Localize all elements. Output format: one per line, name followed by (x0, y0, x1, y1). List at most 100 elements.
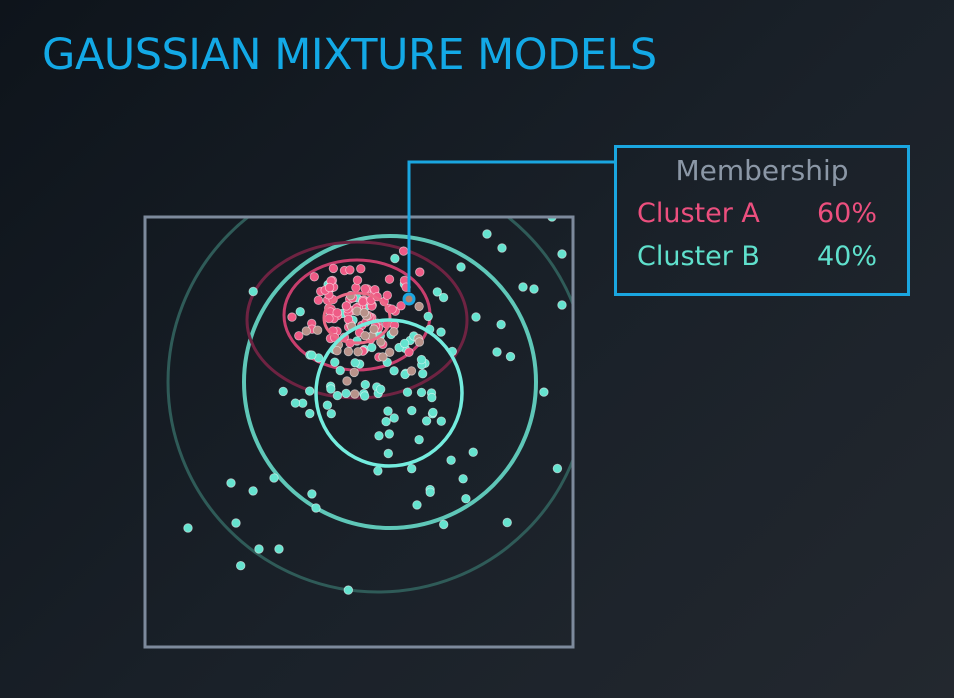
cluster-a-point (415, 267, 425, 277)
cluster-a-point (313, 295, 324, 305)
cluster-b-point (557, 249, 567, 259)
cluster-b-point (461, 494, 471, 504)
cluster-b-point (402, 387, 413, 397)
cluster-b-point (428, 407, 438, 418)
cluster-b-point (389, 366, 399, 376)
cluster-a-point (398, 246, 409, 256)
overlap-point (385, 347, 395, 358)
cluster-b-point (412, 500, 422, 510)
cluster-b-point (436, 327, 446, 337)
cluster-b-point (552, 463, 563, 474)
cluster-b-point (421, 416, 432, 426)
cluster-b-point (399, 338, 410, 349)
cluster-a-point (324, 313, 334, 324)
cluster-b-point (407, 464, 417, 474)
cluster-b-point (278, 386, 288, 397)
cluster-b-point (446, 455, 456, 465)
cluster-b-point (343, 585, 354, 595)
cluster-b-point (414, 435, 424, 445)
cluster-b-point (235, 561, 246, 571)
cluster-b-point (305, 408, 315, 419)
cluster-b-point (423, 311, 433, 322)
cluster-a-point (287, 312, 297, 322)
cluster-b-point (290, 398, 301, 408)
cluster-b-point (456, 262, 466, 272)
cluster-b-point (373, 466, 383, 476)
cluster-b-point (432, 287, 443, 297)
cluster-b-point (305, 386, 315, 396)
cluster-a-point (404, 347, 414, 357)
cluster-b-point (307, 489, 317, 499)
highlighted-point[interactable] (402, 292, 416, 306)
cluster-b-point (341, 388, 351, 399)
cluster-b-point (381, 416, 391, 427)
cluster-b-point (468, 447, 478, 457)
cluster-b-point (326, 384, 336, 394)
cluster-b-point (335, 365, 345, 376)
cluster-b-point (438, 292, 449, 303)
cluster-b-point (384, 429, 395, 439)
cluster-b-point (367, 342, 377, 353)
overlap-point (349, 367, 359, 378)
overlap-point (376, 337, 386, 347)
overlap-point (301, 326, 312, 336)
overlap-point (369, 324, 379, 334)
cluster-b-point (425, 487, 435, 498)
overlap-point (414, 301, 424, 312)
cluster-b-point (557, 300, 567, 310)
cluster-a-point (328, 263, 339, 274)
overlap-point (312, 325, 323, 335)
data-points (183, 217, 662, 595)
cluster-b-point (390, 253, 400, 264)
cluster-b-point (326, 409, 337, 419)
cluster-b-point (183, 523, 193, 533)
cluster-a-point (396, 301, 406, 311)
cluster-b-point (407, 405, 417, 416)
cluster-b-point (529, 284, 539, 294)
overlap-point (332, 346, 342, 356)
cluster-b-contour-outer (166, 217, 573, 594)
cluster-a-point (351, 283, 361, 293)
cluster-b-point (231, 518, 241, 528)
cluster-b-percent: 40% (816, 241, 877, 272)
overlap-point (378, 352, 388, 362)
cluster-a-point (341, 301, 352, 311)
cluster-a-contour-inner (322, 291, 392, 345)
cluster-b-point (269, 473, 279, 483)
overlap-point (343, 346, 354, 357)
cluster-a-point (358, 297, 368, 307)
cluster-a-point (294, 331, 304, 341)
cluster-b-point (482, 229, 492, 239)
cluster-b-point (360, 391, 370, 401)
cluster-b-point (497, 243, 507, 253)
overlap-point (353, 347, 363, 357)
cluster-b-point (360, 379, 371, 390)
cluster-b-point (518, 282, 528, 292)
cluster-a-label: Cluster A (637, 198, 760, 229)
cluster-a-point (356, 264, 366, 274)
cluster-b-point (471, 312, 481, 322)
overlap-point (414, 337, 425, 347)
cluster-b-point (389, 413, 399, 423)
cluster-a-point (332, 308, 342, 318)
cluster-a-point (324, 282, 335, 293)
cluster-b-contour-inner (314, 318, 464, 468)
callout-connector (407, 160, 614, 292)
cluster-a-point (384, 274, 395, 284)
cluster-b-point (332, 390, 343, 401)
cluster-b-point (248, 286, 258, 297)
cluster-b-point (458, 474, 468, 484)
cluster-a-point (360, 284, 370, 294)
overlap-point (342, 376, 352, 386)
cluster-b-point (653, 405, 662, 414)
cluster-b-point (416, 387, 427, 398)
cluster-b-point (350, 358, 360, 368)
cluster-b-point (383, 448, 394, 459)
cluster-b-label: Cluster B (637, 241, 760, 272)
cluster-b-point (505, 351, 516, 362)
overlap-point (360, 331, 370, 341)
page-title: GAUSSIAN MIXTURE MODELS (42, 30, 657, 80)
cluster-b-point (416, 354, 427, 365)
overlap-point (359, 308, 370, 318)
